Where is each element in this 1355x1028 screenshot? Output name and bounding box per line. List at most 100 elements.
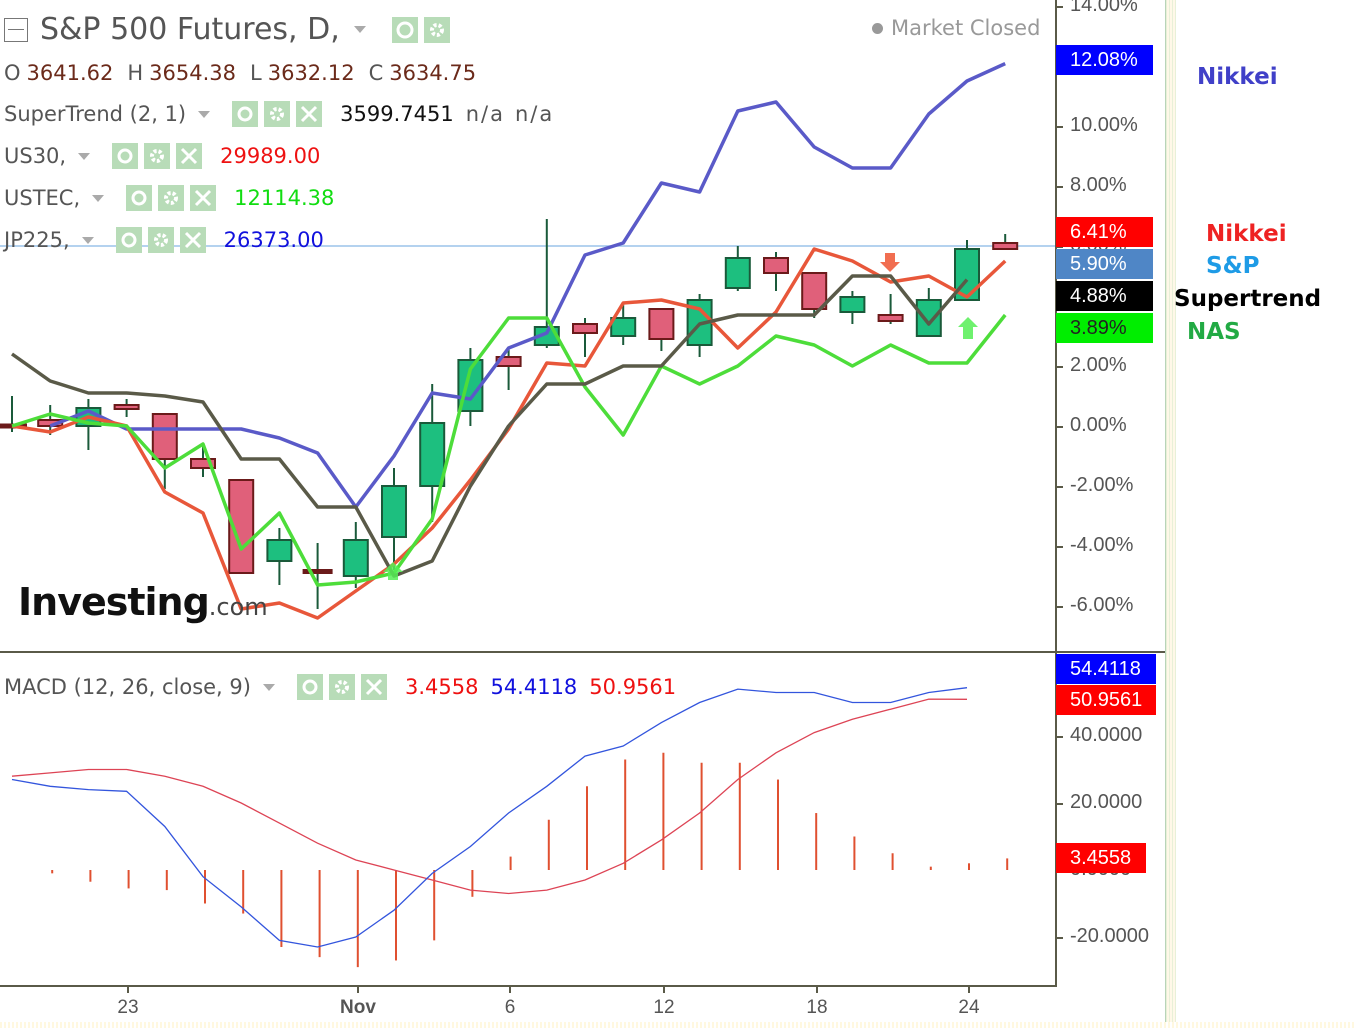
eye-icon[interactable] <box>112 143 139 169</box>
macd-hist-value: 3.4558 <box>404 675 479 699</box>
x-tick-mark <box>357 986 359 993</box>
ohlc-row: O 3641.62 H 3654.38 L 3632.12 C 3634.75 <box>4 61 477 85</box>
candle <box>648 308 675 351</box>
tick-mark <box>1057 736 1063 738</box>
nikkei-line <box>49 62 1006 509</box>
candle <box>495 348 522 390</box>
gear-icon[interactable] <box>328 674 355 700</box>
indicator-ustec: USTEC, 12114.38 <box>4 185 335 211</box>
close-icon[interactable] <box>190 185 217 211</box>
macd-axis[interactable] <box>1055 653 1168 986</box>
macd-value: 54.4118 <box>490 675 578 699</box>
chevron-down-icon[interactable] <box>78 152 91 160</box>
price-tag: 12.08% <box>1056 45 1153 75</box>
tick-mark <box>1057 366 1063 368</box>
us30-value: 29989.00 <box>220 144 321 168</box>
macd-line <box>11 687 968 948</box>
x-tick-mark <box>968 986 970 993</box>
candle <box>419 384 446 522</box>
price-tag: 6.41% <box>1056 217 1153 247</box>
candle <box>381 468 407 570</box>
close-icon[interactable] <box>179 227 206 253</box>
macd-tick-label: 20.0000 <box>1070 791 1143 813</box>
x-tick-label: Nov <box>340 997 376 1018</box>
ustec-line <box>11 313 1007 587</box>
price-chart-canvas[interactable] <box>0 0 1056 652</box>
tick-mark <box>1057 606 1063 608</box>
candle <box>228 479 255 574</box>
eye-icon[interactable] <box>115 227 142 253</box>
symbol-title: S&P 500 Futures, D, <box>40 12 340 47</box>
price-tick-label: -4.00% <box>1070 534 1134 556</box>
gear-icon[interactable] <box>144 143 171 169</box>
close-icon[interactable] <box>176 143 203 169</box>
macd-signal-line <box>11 698 968 895</box>
x-tick-label: 6 <box>504 997 516 1018</box>
price-tick-label: 14.00% <box>1070 0 1138 16</box>
candle <box>610 303 637 345</box>
side-label-supertrend: Supertrend <box>1174 286 1322 312</box>
tick-mark <box>1057 6 1063 8</box>
panel-separator <box>1165 0 1176 1028</box>
candle <box>266 528 293 585</box>
supertrend-value: 3599.7451 <box>340 102 454 126</box>
candle <box>302 543 333 609</box>
eye-icon[interactable] <box>391 16 418 43</box>
sell-arrow-icon <box>880 253 900 272</box>
price-tick-label: 8.00% <box>1070 174 1127 196</box>
market-status: Market Closed <box>872 16 1040 40</box>
gear-icon[interactable] <box>158 185 185 211</box>
price-tick-label: 2.00% <box>1070 354 1127 376</box>
collapse-icon[interactable] <box>4 17 28 42</box>
gear-icon[interactable] <box>423 16 450 43</box>
x-tick-mark <box>127 986 129 993</box>
eye-icon[interactable] <box>296 674 323 700</box>
price-tag: 5.90% <box>1056 249 1153 279</box>
chart-title-row: S&P 500 Futures, D, <box>4 12 456 47</box>
candle <box>992 234 1019 250</box>
indicator-jp225: JP225, 26373.00 <box>4 227 324 253</box>
price-tag: 4.88% <box>1056 281 1153 311</box>
price-tag: 3.89% <box>1056 313 1153 343</box>
tick-mark <box>1057 186 1063 188</box>
indicator-us30: US30, 29989.00 <box>4 143 321 169</box>
gear-icon[interactable] <box>147 227 174 253</box>
close-icon[interactable] <box>360 674 387 700</box>
close-icon[interactable] <box>296 101 323 127</box>
candlesticks <box>0 219 1019 609</box>
chevron-down-icon[interactable] <box>92 194 105 202</box>
side-label-nas: NAS <box>1187 319 1241 345</box>
macd-tag: 50.9561 <box>1056 685 1156 715</box>
chevron-down-icon[interactable] <box>198 110 211 118</box>
status-dot-icon <box>872 22 883 34</box>
candle <box>763 252 789 291</box>
side-label-nikkei-red: Nikkei <box>1206 221 1287 247</box>
indicator-supertrend: SuperTrend (2, 1) 3599.7451 n/a n/a <box>4 101 555 127</box>
high-value: 3654.38 <box>149 61 237 85</box>
tick-mark <box>1057 486 1063 488</box>
candle <box>572 318 598 357</box>
chevron-down-icon[interactable] <box>81 236 94 244</box>
candle <box>877 294 904 324</box>
macd-chart-canvas[interactable] <box>0 653 1056 986</box>
price-tick-label: -2.00% <box>1070 474 1134 496</box>
open-value: 3641.62 <box>26 61 114 85</box>
price-tick-label: 0.00% <box>1070 414 1127 436</box>
x-tick-label: 18 <box>806 997 828 1018</box>
candle <box>533 219 560 348</box>
eye-icon[interactable] <box>126 185 153 211</box>
low-value: 3632.12 <box>267 61 355 85</box>
investing-logo: Investing.com <box>18 580 268 624</box>
tick-mark <box>1057 246 1063 248</box>
chevron-down-icon[interactable] <box>262 683 275 691</box>
chevron-down-icon[interactable] <box>353 26 366 33</box>
macd-tag: 54.4118 <box>1056 654 1156 684</box>
gear-icon[interactable] <box>264 101 291 127</box>
eye-icon[interactable] <box>232 101 259 127</box>
tick-mark <box>1057 937 1063 939</box>
bottom-strip <box>0 1022 1355 1028</box>
buy-arrow-icon <box>383 562 403 580</box>
pane-divider[interactable] <box>0 651 1166 653</box>
x-tick-label: 12 <box>653 997 675 1018</box>
candle <box>342 522 369 588</box>
